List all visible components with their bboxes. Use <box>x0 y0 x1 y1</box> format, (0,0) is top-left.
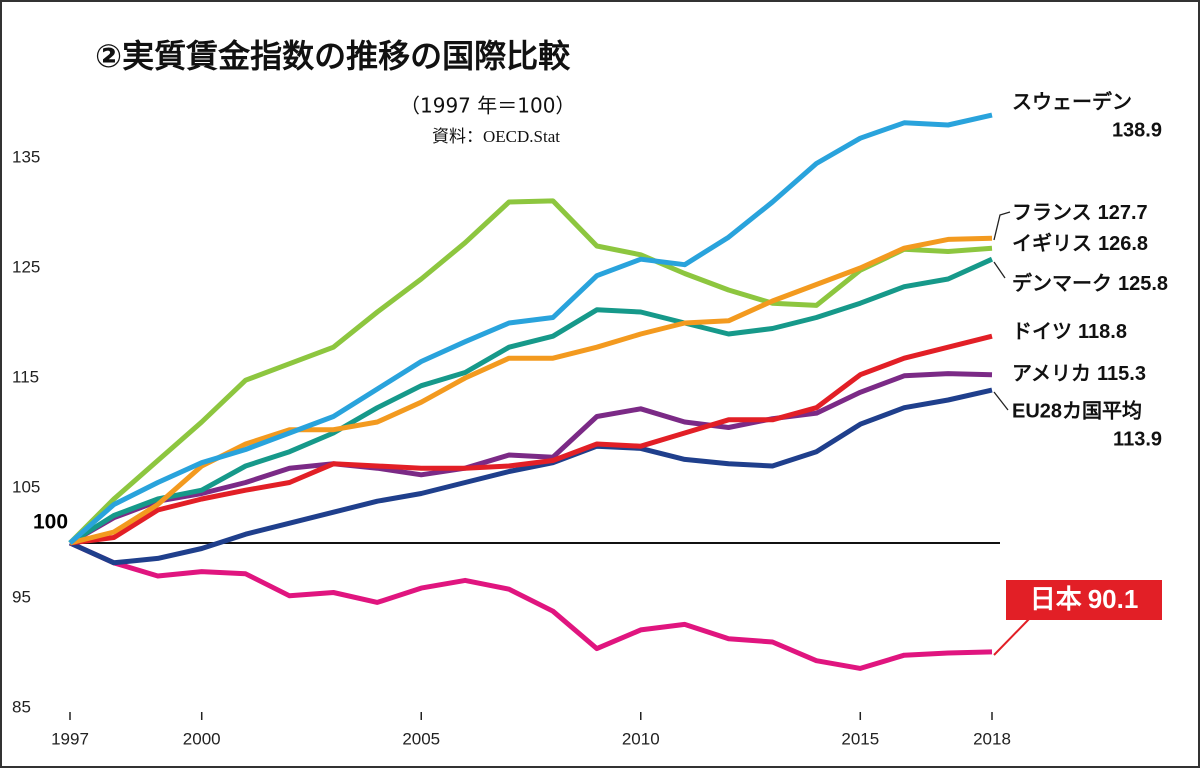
x-tick-label: 2018 <box>973 729 1011 748</box>
series-name: スウェーデン <box>1012 89 1132 113</box>
x-tick-label: 2015 <box>841 729 879 748</box>
leader-line <box>993 211 1011 241</box>
value-label: 125.8 <box>1118 273 1168 295</box>
leader-line <box>993 391 1009 411</box>
y-tick-label: 85 <box>12 697 31 716</box>
series-label: 日本 90.1 <box>1030 584 1139 614</box>
value-label: 113.9 <box>1113 428 1162 450</box>
chart-title: ②実質賃金指数の推移の国際比較 <box>95 37 571 75</box>
series-line <box>68 540 993 671</box>
series-line <box>68 112 993 545</box>
series-name: 日本 <box>1030 584 1082 614</box>
value-label: 127.7 <box>1098 202 1148 224</box>
leader-line <box>993 261 1006 279</box>
series-label: デンマーク 125.8 <box>1012 271 1168 295</box>
subtitle: （1997 年＝100） <box>400 94 575 118</box>
series-name: デンマーク <box>1012 271 1112 295</box>
value-label: 115.3 <box>1097 363 1146 385</box>
y-tick-label: 115 <box>12 367 39 386</box>
series-line <box>68 198 993 545</box>
series-label: イギリス 126.8 <box>1012 232 1148 255</box>
value-label: 138.9 <box>1112 119 1162 141</box>
y-tick-label: 95 <box>12 587 31 606</box>
x-tick-label: 1997 <box>51 729 89 748</box>
x-tick-label: 2000 <box>183 729 221 748</box>
value-label: 118.8 <box>1078 321 1127 343</box>
series-label: フランス 127.7 <box>1012 202 1148 224</box>
series-name: イギリス <box>1012 232 1092 255</box>
value-label: 90.1 <box>1088 584 1139 614</box>
source: 資料：OECD.Stat <box>432 127 560 146</box>
leader-line <box>993 617 1031 656</box>
series-label: ドイツ 118.8 <box>1012 321 1127 343</box>
x-tick-label: 2010 <box>622 729 660 748</box>
series-name: ドイツ <box>1012 321 1072 343</box>
series-label: アメリカ 115.3 <box>1012 363 1146 385</box>
series-name: フランス <box>1012 202 1092 224</box>
series-line <box>68 256 994 546</box>
x-tick-label: 2005 <box>402 729 440 748</box>
y-tick-label: 125 <box>12 257 40 276</box>
series-name: アメリカ <box>1012 363 1091 385</box>
value-label: 126.8 <box>1098 233 1148 255</box>
series-line <box>68 387 993 566</box>
reference-label: 100 <box>33 511 68 534</box>
y-tick-label: 105 <box>12 477 40 496</box>
series-line <box>69 333 993 546</box>
series-name: EU28カ国平均 <box>1012 398 1142 422</box>
series-line <box>68 371 993 546</box>
leaders <box>993 211 1031 656</box>
label-box <box>1006 580 1162 620</box>
y-tick-label: 135 <box>12 147 40 166</box>
